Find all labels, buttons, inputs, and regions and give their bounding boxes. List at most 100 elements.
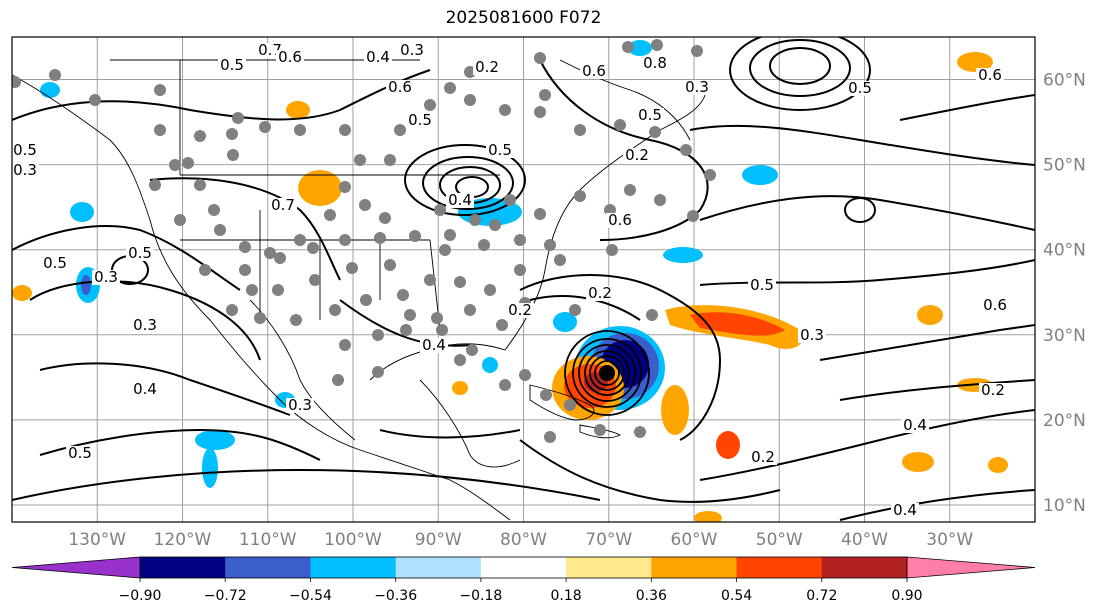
contour-label: 0.4 bbox=[903, 416, 927, 434]
station-dot bbox=[704, 169, 716, 181]
contour-label-bg bbox=[286, 398, 314, 413]
colorbar-tick-labels: −0.90 −0.72 −0.54 −0.36 −0.18 0.18 0.36 0.54 0.7… bbox=[119, 578, 923, 604]
warm-blob bbox=[957, 52, 993, 72]
station-dot bbox=[424, 99, 436, 111]
contour-label: 0.5 bbox=[750, 276, 774, 294]
cool-blob bbox=[742, 165, 778, 185]
contour-label-bg bbox=[131, 382, 159, 397]
contour-label: 0.6 bbox=[978, 66, 1002, 84]
station-dot bbox=[431, 312, 443, 324]
colorbar-tick-label: 0.18 bbox=[551, 588, 582, 604]
station-dot bbox=[534, 208, 546, 220]
contour-label: 0.2 bbox=[981, 381, 1005, 399]
colorbar-tick-label: 0.90 bbox=[891, 588, 922, 604]
station-dot bbox=[439, 244, 451, 256]
station-dot bbox=[329, 304, 341, 316]
station-dot bbox=[169, 159, 181, 171]
contour-label-bg bbox=[446, 193, 474, 208]
contour-high-ring bbox=[729, 37, 871, 111]
warm-blob bbox=[452, 381, 468, 395]
station-dot bbox=[466, 344, 478, 356]
contour-label: 0.6 bbox=[388, 78, 412, 96]
contour-label: 0.2 bbox=[751, 448, 775, 466]
station-dot bbox=[174, 214, 186, 226]
warm-blob bbox=[286, 101, 310, 119]
station-markers bbox=[12, 39, 716, 443]
station-dot bbox=[574, 190, 586, 202]
warm-blob bbox=[716, 431, 740, 459]
station-dot bbox=[199, 264, 211, 276]
contour-label-bg bbox=[606, 213, 634, 228]
lon-tick-label: 90°W bbox=[415, 530, 462, 550]
contour-label: 0.8 bbox=[643, 54, 667, 72]
station-dot bbox=[444, 82, 456, 94]
station-dot bbox=[374, 232, 386, 244]
station-dot bbox=[539, 89, 551, 101]
contour-label-bg bbox=[586, 286, 614, 301]
station-dot bbox=[680, 144, 692, 156]
contour-label: 0.3 bbox=[400, 41, 424, 59]
warm-blob bbox=[694, 511, 722, 522]
lat-tick-label: 10°N bbox=[1043, 496, 1086, 516]
colorbar-tick-label: −0.54 bbox=[289, 588, 332, 604]
contour-label-bg bbox=[126, 246, 154, 261]
station-dot bbox=[464, 94, 476, 106]
station-dot bbox=[309, 274, 321, 286]
station-dot bbox=[274, 252, 286, 264]
cool-blob bbox=[553, 312, 577, 332]
station-dot bbox=[651, 39, 663, 51]
lat-tick-label: 40°N bbox=[1043, 241, 1086, 261]
station-dot bbox=[264, 247, 276, 259]
station-dot bbox=[540, 389, 552, 401]
station-dot bbox=[687, 210, 699, 222]
station-dot bbox=[359, 199, 371, 211]
station-dot bbox=[691, 45, 703, 57]
station-dot bbox=[454, 276, 466, 288]
contour-label: 0.5 bbox=[638, 106, 662, 124]
colorbar-tick-label: 0.36 bbox=[636, 588, 667, 604]
warm-blob bbox=[988, 457, 1008, 473]
contour-label-bg bbox=[218, 58, 246, 73]
contour-label-bg bbox=[641, 56, 669, 71]
contour-label: 0.4 bbox=[133, 380, 157, 398]
station-dot bbox=[384, 154, 396, 166]
station-dot bbox=[544, 431, 556, 443]
station-dot bbox=[499, 379, 511, 391]
station-dot bbox=[194, 130, 206, 142]
cool-blob bbox=[195, 430, 235, 450]
station-dot bbox=[272, 284, 284, 296]
contour-label-bg bbox=[269, 198, 297, 213]
contour-label: 0.3 bbox=[13, 161, 37, 179]
station-dot bbox=[339, 124, 351, 136]
station-dot bbox=[496, 319, 508, 331]
station-dot bbox=[12, 76, 21, 88]
contour-label: 0.3 bbox=[685, 78, 709, 96]
lon-tick-label: 30°W bbox=[926, 530, 973, 550]
station-dot bbox=[214, 224, 226, 236]
colorbar-segment bbox=[736, 557, 823, 578]
station-dot bbox=[478, 239, 490, 251]
station-dot bbox=[194, 179, 206, 191]
station-dot bbox=[489, 219, 501, 231]
station-dot bbox=[614, 119, 626, 131]
contour-label: 0.5 bbox=[13, 141, 37, 159]
station-dot bbox=[339, 339, 351, 351]
station-dot bbox=[332, 374, 344, 386]
station-dot bbox=[534, 106, 546, 118]
station-dot bbox=[239, 264, 251, 276]
lat-tick-label: 50°N bbox=[1043, 156, 1086, 176]
colorbar-segment bbox=[821, 557, 908, 578]
station-dot bbox=[182, 157, 194, 169]
warm-blob bbox=[902, 452, 934, 472]
station-dot bbox=[436, 324, 448, 336]
cool-blob bbox=[628, 40, 652, 56]
station-dot bbox=[254, 312, 266, 324]
cool-blob bbox=[40, 82, 60, 98]
station-dot bbox=[564, 399, 576, 411]
station-dot bbox=[404, 309, 416, 321]
contour-label-bg bbox=[580, 64, 608, 79]
station-dot bbox=[149, 179, 161, 191]
contour-label-bg bbox=[386, 80, 414, 95]
station-dot bbox=[464, 304, 476, 316]
